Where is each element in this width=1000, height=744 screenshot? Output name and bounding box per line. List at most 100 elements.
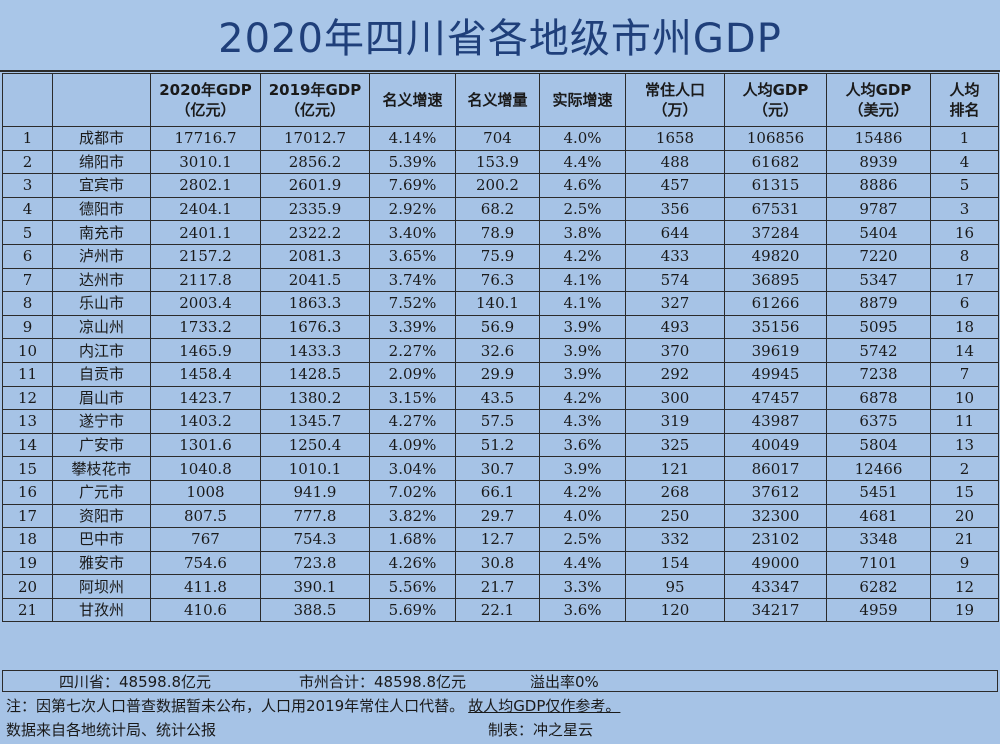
table-row: 10 内江市 1465.9 1433.3 2.27% 32.6 3.9% 370 39619 57…: [2, 338, 999, 363]
footnote-underlined: 故人均GDP仅作参考。: [468, 697, 621, 715]
per-capita-cny-cell: 43987: [724, 409, 827, 434]
city-cell: 攀枝花市: [52, 456, 151, 481]
nominal-growth-cell: 3.65%: [369, 243, 456, 269]
gdp-2019-cell: 2322.2: [260, 220, 370, 245]
nominal-increase-cell: 57.5: [455, 409, 540, 434]
gdp-2020-cell: 2117.8: [150, 267, 261, 293]
per-capita-rank-cell: 5: [930, 173, 999, 198]
gdp-2019-cell: 1863.3: [260, 291, 370, 316]
gdp-2020-cell: 410.6: [150, 597, 261, 623]
header-real-growth: 实际增速: [539, 73, 626, 127]
per-capita-cny-cell: 106856: [724, 126, 827, 151]
city-cell: 乐山市: [52, 291, 151, 316]
table-row: 5 南充市 2401.1 2322.2 3.40% 78.9 3.8% 644 37284 540…: [2, 220, 999, 245]
population-cell: 300: [625, 385, 725, 411]
table-row: 6 泸州市 2157.2 2081.3 3.65% 75.9 4.2% 433 49820 722…: [2, 243, 999, 269]
real-growth-cell: 4.1%: [539, 291, 626, 316]
city-cell: 资阳市: [52, 503, 151, 529]
rank-cell: 7: [2, 267, 53, 293]
population-cell: 574: [625, 267, 725, 293]
rank-cell: 11: [2, 361, 53, 387]
rank-cell: 3: [2, 173, 53, 198]
nominal-growth-cell: 7.69%: [369, 173, 456, 198]
per-capita-cny-cell: 49945: [724, 361, 827, 387]
per-capita-rank-cell: 14: [930, 338, 999, 363]
real-growth-cell: 3.6%: [539, 597, 626, 623]
gdp-2019-cell: 2601.9: [260, 173, 370, 198]
nominal-increase-cell: 78.9: [455, 220, 540, 245]
city-cell: 泸州市: [52, 243, 151, 269]
per-capita-usd-cell: 4681: [826, 503, 931, 529]
nominal-growth-cell: 4.14%: [369, 126, 456, 151]
per-capita-cny-cell: 61266: [724, 291, 827, 316]
nominal-growth-cell: 4.26%: [369, 550, 456, 576]
nominal-growth-cell: 3.74%: [369, 267, 456, 293]
rank-cell: 2: [2, 149, 53, 175]
gdp-2019-cell: 2041.5: [260, 267, 370, 293]
per-capita-usd-cell: 8879: [826, 291, 931, 316]
city-cell: 广元市: [52, 479, 151, 505]
real-growth-cell: 4.2%: [539, 479, 626, 505]
gdp-table: 2020年GDP （亿元） 2019年GDP （亿元） 名义增速 名义增量 实际增速…: [2, 73, 999, 623]
table-row: 2 绵阳市 3010.1 2856.2 5.39% 153.9 4.4% 488 61682 89…: [2, 149, 999, 175]
population-cell: 319: [625, 409, 725, 434]
nominal-increase-cell: 704: [455, 126, 540, 151]
gdp-2020-cell: 1301.6: [150, 432, 261, 458]
nominal-growth-cell: 3.15%: [369, 385, 456, 411]
nominal-growth-cell: 4.09%: [369, 432, 456, 458]
gdp-2019-cell: 723.8: [260, 550, 370, 576]
gdp-2019-cell: 941.9: [260, 479, 370, 505]
nominal-increase-cell: 21.7: [455, 574, 540, 599]
city-cell: 雅安市: [52, 550, 151, 576]
real-growth-cell: 4.6%: [539, 173, 626, 198]
rank-cell: 9: [2, 314, 53, 340]
per-capita-rank-cell: 3: [930, 196, 999, 222]
real-growth-cell: 3.9%: [539, 456, 626, 481]
rank-cell: 12: [2, 385, 53, 411]
city-cell: 南充市: [52, 220, 151, 245]
nominal-growth-cell: 3.39%: [369, 314, 456, 340]
page-title: 2020年四川省各地级市州GDP: [218, 16, 782, 62]
gdp-2020-cell: 1465.9: [150, 338, 261, 363]
per-capita-usd-cell: 4959: [826, 597, 931, 623]
per-capita-cny-cell: 39619: [724, 338, 827, 363]
header-gdp2020: 2020年GDP （亿元）: [150, 73, 261, 127]
per-capita-rank-cell: 7: [930, 361, 999, 387]
gdp-2019-cell: 390.1: [260, 574, 370, 599]
table-body: 1 成都市 17716.7 17012.7 4.14% 704 4.0% 1658 106856…: [2, 126, 999, 623]
nominal-increase-cell: 22.1: [455, 597, 540, 623]
gdp-2019-cell: 1676.3: [260, 314, 370, 340]
nominal-growth-cell: 4.27%: [369, 409, 456, 434]
per-capita-cny-cell: 37612: [724, 479, 827, 505]
rank-cell: 5: [2, 220, 53, 245]
per-capita-cny-cell: 23102: [724, 527, 827, 552]
per-capita-rank-cell: 12: [930, 574, 999, 599]
population-cell: 332: [625, 527, 725, 552]
nominal-increase-cell: 153.9: [455, 149, 540, 175]
gdp-2020-cell: 767: [150, 527, 261, 552]
rank-cell: 19: [2, 550, 53, 576]
nominal-increase-cell: 76.3: [455, 267, 540, 293]
rank-cell: 18: [2, 527, 53, 552]
rank-cell: 8: [2, 291, 53, 316]
nominal-growth-cell: 5.69%: [369, 597, 456, 623]
gdp-2020-cell: 1423.7: [150, 385, 261, 411]
real-growth-cell: 2.5%: [539, 527, 626, 552]
per-capita-cny-cell: 86017: [724, 456, 827, 481]
header-nominal-growth: 名义增速: [369, 73, 456, 127]
per-capita-usd-cell: 7101: [826, 550, 931, 576]
real-growth-cell: 3.3%: [539, 574, 626, 599]
per-capita-usd-cell: 8939: [826, 149, 931, 175]
table-maker: 制表：冲之星云: [488, 721, 594, 739]
per-capita-usd-cell: 5451: [826, 479, 931, 505]
per-capita-rank-cell: 10: [930, 385, 999, 411]
gdp-2020-cell: 17716.7: [150, 126, 261, 151]
per-capita-usd-cell: 5404: [826, 220, 931, 245]
nominal-increase-cell: 56.9: [455, 314, 540, 340]
per-capita-rank-cell: 9: [930, 550, 999, 576]
population-cell: 370: [625, 338, 725, 363]
per-capita-rank-cell: 4: [930, 149, 999, 175]
population-cell: 1658: [625, 126, 725, 151]
rank-cell: 20: [2, 574, 53, 599]
rank-cell: 21: [2, 597, 53, 623]
